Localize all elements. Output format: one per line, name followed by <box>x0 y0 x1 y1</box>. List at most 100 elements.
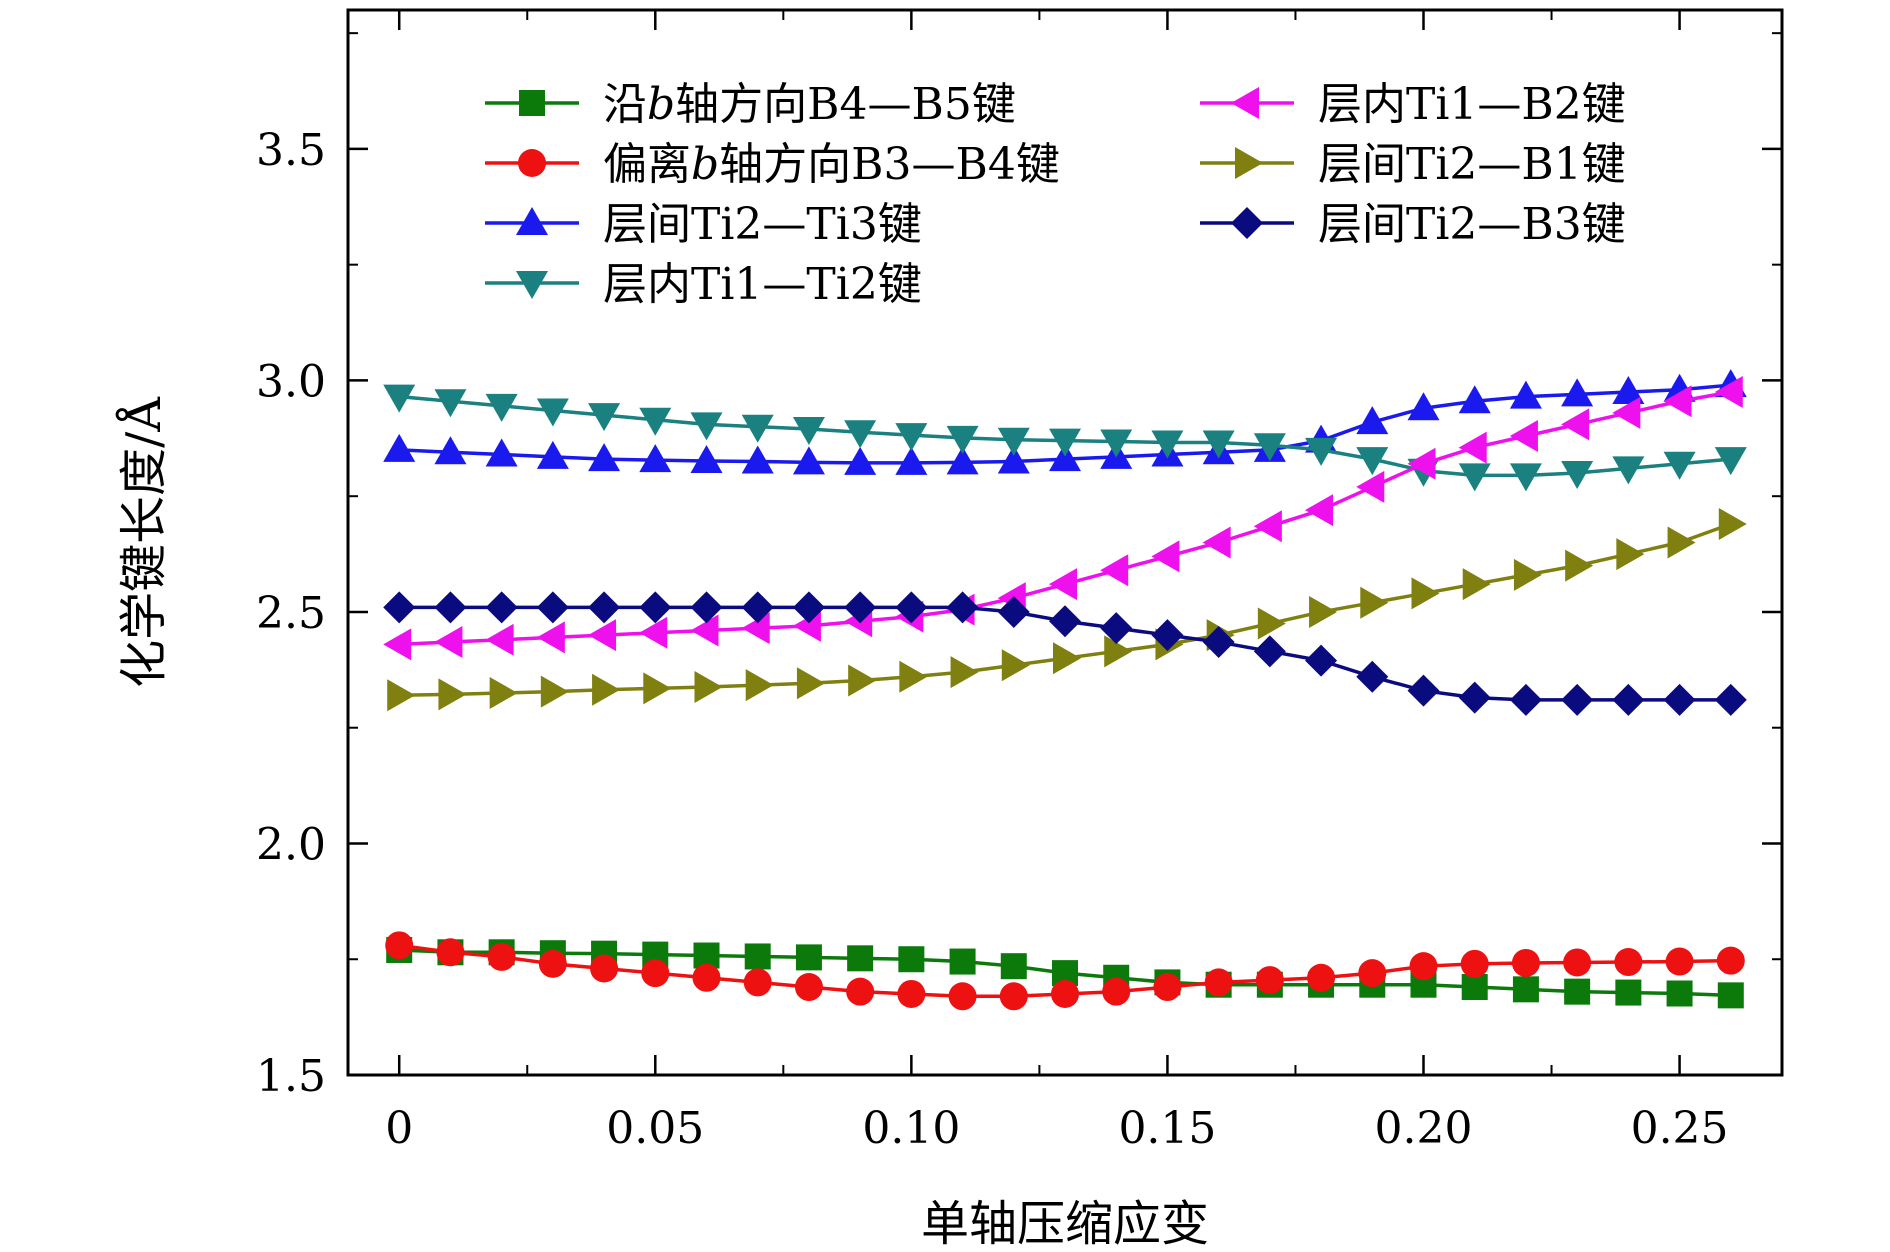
data-point <box>844 591 877 624</box>
axis-ticks <box>348 10 1782 1077</box>
data-point <box>538 949 567 978</box>
data-point <box>1458 431 1487 464</box>
data-point <box>1253 510 1282 543</box>
data-point <box>1253 635 1286 668</box>
data-point <box>795 944 822 971</box>
data-point <box>485 438 518 467</box>
data-point <box>899 660 928 693</box>
data-point <box>536 440 569 469</box>
data-point <box>1001 649 1030 682</box>
y-tick-label: 2.0 <box>256 819 326 870</box>
data-point <box>741 445 774 474</box>
data-point <box>1202 626 1235 659</box>
legend-label: 层间Ti2—B3键 <box>1318 199 1626 250</box>
series-4 <box>383 384 1747 492</box>
data-point <box>1356 447 1389 476</box>
data-point <box>536 398 569 427</box>
x-tick-label: 0.15 <box>1118 1103 1216 1154</box>
data-point <box>1565 549 1594 582</box>
data-point <box>643 672 672 705</box>
data-point <box>1718 507 1747 540</box>
data-point <box>1509 683 1542 716</box>
legend-label: 沿b轴方向B4—B5键 <box>603 79 1016 130</box>
legend-marker <box>519 90 545 116</box>
series-3 <box>383 369 1747 475</box>
data-point <box>1458 681 1491 714</box>
x-tick-label: 0.10 <box>862 1103 960 1154</box>
data-point <box>1411 577 1440 610</box>
legend-item: 层间Ti2—B3键 <box>1200 199 1626 250</box>
series-5 <box>383 376 1743 661</box>
data-point <box>383 384 416 413</box>
legend-item: 偏离b轴方向B3—B4键 <box>485 139 1060 190</box>
data-point <box>1717 982 1744 1009</box>
data-point <box>639 591 672 624</box>
data-point <box>588 591 621 624</box>
data-point <box>1513 558 1542 591</box>
data-point <box>434 626 463 659</box>
data-point <box>741 612 770 645</box>
data-point <box>1716 946 1745 975</box>
data-point <box>898 946 925 973</box>
data-point <box>948 982 977 1011</box>
data-point <box>844 420 877 449</box>
data-point <box>745 669 774 702</box>
legend-item: 层间Ti2—B1键 <box>1200 139 1626 190</box>
data-point <box>588 443 621 472</box>
data-point <box>1356 470 1385 503</box>
data-point <box>1714 683 1747 716</box>
data-point <box>1614 948 1643 977</box>
data-point <box>1616 538 1645 571</box>
data-point <box>847 945 874 972</box>
data-point <box>1666 980 1693 1007</box>
legend-marker <box>1231 87 1259 119</box>
data-point <box>1255 966 1284 995</box>
data-point <box>1663 683 1696 716</box>
data-point <box>946 425 979 454</box>
data-point <box>1053 642 1081 675</box>
data-point <box>1461 974 1488 1001</box>
data-point <box>436 938 465 967</box>
data-point <box>1462 568 1491 601</box>
data-point <box>1714 447 1747 476</box>
legend-label: 层间Ti2—B1键 <box>1318 139 1626 190</box>
data-point <box>1151 619 1184 652</box>
data-point <box>895 446 928 475</box>
data-point <box>997 427 1030 456</box>
data-point <box>792 591 825 624</box>
data-point <box>1202 526 1231 559</box>
data-point <box>1051 979 1079 1008</box>
data-point <box>1000 953 1027 980</box>
legend: 沿b轴方向B4—B5键偏离b轴方向B3—B4键层间Ti2—Ti3键层内Ti1—T… <box>485 79 1626 310</box>
data-point <box>1153 973 1182 1002</box>
data-point <box>1612 396 1641 429</box>
data-point <box>536 591 569 624</box>
data-point <box>1665 947 1694 976</box>
data-point <box>1667 526 1696 559</box>
data-point <box>588 619 617 652</box>
data-point <box>846 977 875 1006</box>
data-point <box>1100 612 1133 645</box>
data-point <box>434 436 467 465</box>
data-point <box>690 412 723 441</box>
data-point <box>588 403 621 432</box>
data-point <box>1460 949 1489 978</box>
data-point <box>639 407 672 436</box>
data-point <box>1151 430 1184 459</box>
data-point <box>383 628 412 661</box>
data-point <box>741 414 774 443</box>
data-point <box>434 389 467 418</box>
y-tick-label: 3.0 <box>256 356 326 407</box>
data-point <box>487 942 516 971</box>
x-tick-label: 0.25 <box>1631 1103 1729 1154</box>
data-point <box>946 591 979 624</box>
data-point <box>1151 540 1180 573</box>
data-point <box>741 591 774 624</box>
data-point <box>387 679 416 712</box>
data-point <box>950 656 979 689</box>
data-point <box>949 948 976 975</box>
series-2 <box>385 931 1745 1011</box>
data-point <box>1257 607 1286 640</box>
legend-marker <box>1231 207 1263 239</box>
data-point <box>1100 429 1133 458</box>
